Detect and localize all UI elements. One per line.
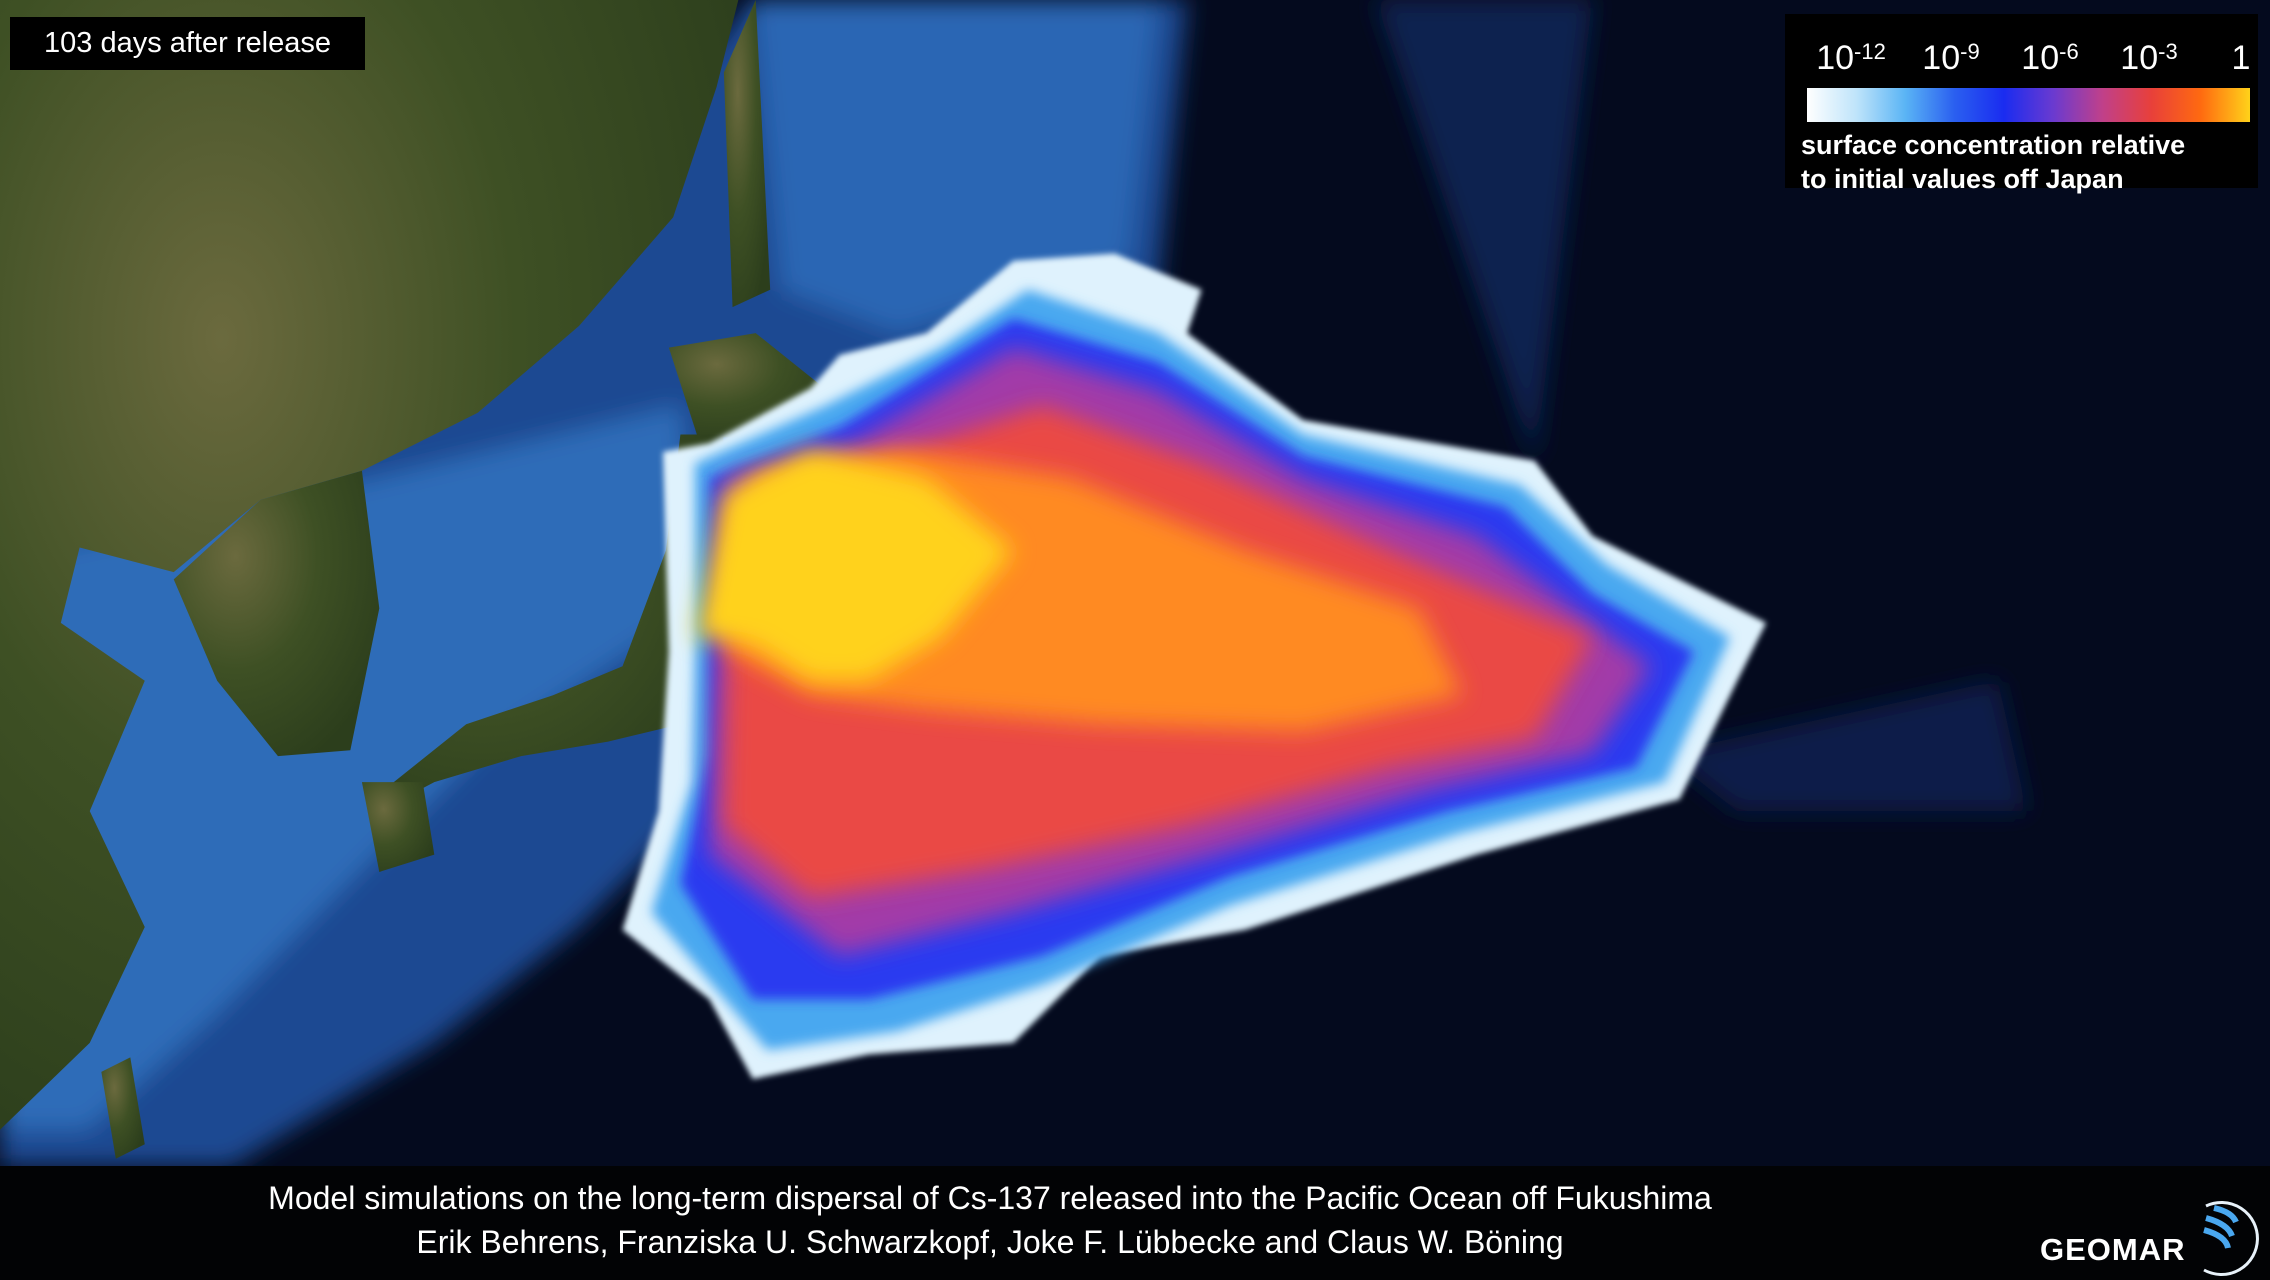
kyushu (361, 782, 435, 872)
ocean-map (0, 0, 2027, 1166)
land (0, 0, 829, 1159)
colorbar-tick: 10-12 (1816, 39, 1886, 77)
colorbar-tick: 10-9 (1922, 39, 1980, 77)
colorbar-gradient (1807, 88, 2250, 122)
colorbar-tick: 1 (2231, 39, 2251, 77)
ocean-shelf (0, 0, 2027, 1166)
geomar-logo-text: GEOMAR (2040, 1232, 2186, 1267)
colorbar-ticks: 10-12 10-9 10-6 10-3 1 (1785, 32, 2258, 84)
days-after-release-label: 103 days after release (10, 17, 365, 70)
taiwan (101, 1057, 145, 1159)
honshu (379, 434, 724, 812)
sakhalin (723, 0, 771, 308)
cs137-plume (622, 253, 1767, 1080)
caption-title: Model simulations on the long-term dispe… (268, 1180, 1712, 1216)
caption-bar: Model simulations on the long-term dispe… (0, 1166, 2270, 1280)
colorbar-legend: 10-12 10-9 10-6 10-3 1 surface concentra… (1785, 14, 2258, 194)
colorbar-tick: 10-6 (2021, 39, 2079, 77)
asia-mainland (0, 0, 739, 1130)
colorbar-tick: 10-3 (2120, 39, 2178, 77)
geomar-logo-icon (2203, 1201, 2259, 1276)
korea-peninsula (173, 470, 380, 757)
caption-authors: Erik Behrens, Franziska U. Schwarzkopf, … (416, 1224, 1564, 1260)
colorbar-caption: surface concentration relative to initia… (1801, 130, 2186, 194)
